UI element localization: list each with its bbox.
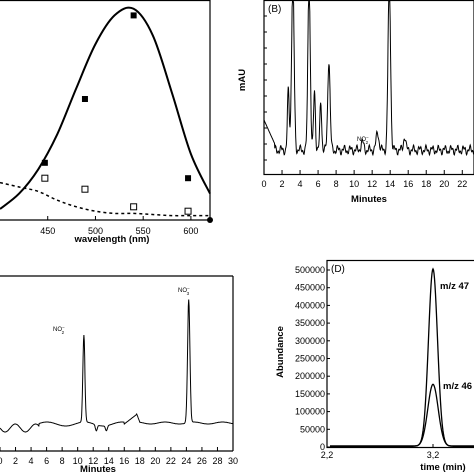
panel-b-xtick-label: 14 (385, 179, 395, 189)
panel-b-xtick-label: 8 (334, 179, 339, 189)
panel-a-ticks: 450 500 550 600 (40, 216, 198, 236)
panel-b-xlabel: Minutes (351, 194, 387, 205)
panel-d-ytick-label: 0 (320, 442, 325, 452)
panel-b-nitrite-label: NO− 2 (357, 135, 369, 145)
panel-d-trace-mz46 (330, 383, 474, 447)
panel-a-xtick-label: 600 (183, 226, 198, 236)
panel-d-series-label-mz46: m/z 46 (443, 381, 472, 392)
panel-d-ytick-label: 400000 (295, 300, 325, 310)
panel-a-xtick-label: 500 (88, 226, 103, 236)
panel-c: 024681012141618202224262830 NO−2 NO−3 Mi… (0, 275, 238, 474)
panel-b-xtick-label: 22 (457, 179, 467, 189)
panel-a-open-marker (81, 185, 89, 193)
panel-c-xtick-label: 30 (228, 456, 238, 466)
panel-d-ytick-label: 200000 (295, 371, 325, 381)
panel-a-open-marker (41, 174, 49, 182)
panel-a-open-marker (184, 207, 192, 215)
panel-c-xtick-label: 2 (13, 456, 18, 466)
panel-d-ticks: 0 50000 100000 150000 200000 250000 300000 3500… (295, 265, 439, 460)
panel-c-trace (0, 299, 233, 433)
panel-c-xtick-label: 16 (119, 456, 129, 466)
panel-c-xtick-label: 12 (88, 456, 98, 466)
panel-b-xtick-label: 6 (316, 179, 321, 189)
panel-d-trace-mz47 (330, 267, 474, 447)
panel-c-nitrite-label: NO− 2 (53, 325, 65, 335)
panel-c-xtick-label: 8 (60, 456, 65, 466)
panel-b-xtick-label: 10 (349, 179, 359, 189)
panel-a-xtick-label: 450 (40, 226, 55, 236)
panel-b-label: (B) (268, 4, 281, 15)
panel-b-xtick-label: 0 (261, 179, 266, 189)
panel-c-xtick-label: 20 (150, 456, 160, 466)
panel-b-xtick-label: 16 (403, 179, 413, 189)
panel-c-xtick-label: 10 (73, 456, 83, 466)
panel-c-xtick-label: 6 (44, 456, 49, 466)
panel-a-filled-marker (185, 175, 192, 182)
panel-b-xtick-label: 2 (280, 179, 285, 189)
panel-d-xtick-label: 3,2 (427, 450, 440, 460)
panel-c-xtick-label: 24 (181, 456, 191, 466)
panel-b-ylabel: mAU (237, 69, 248, 91)
panel-c-nitrate-label: NO− 3 (178, 286, 190, 296)
panel-b-xtick-label: 12 (367, 179, 377, 189)
panel-d-ytick-label: 50000 (300, 424, 325, 434)
panel-d-xtick-label: 2,2 (321, 450, 334, 460)
panel-c-xtick-label: 18 (135, 456, 145, 466)
panel-c-xtick-label: 22 (166, 456, 176, 466)
panel-d-ylabel: Abundance (275, 326, 286, 378)
panel-c-xtick-label: 26 (197, 456, 207, 466)
panel-b-xtick-label: 18 (421, 179, 431, 189)
panel-b-trace (263, 0, 474, 157)
panel-d-ytick-label: 350000 (295, 318, 325, 328)
panel-b-xtick-label: 4 (298, 179, 303, 189)
panel-d-series-label-mz47: m/z 47 (440, 281, 469, 292)
panel-c-xlabel: Minutes (80, 464, 116, 474)
panel-d-label: (D) (331, 264, 345, 275)
panel-d-xlabel: time (min) (420, 462, 465, 473)
panel-d-ytick-label: 150000 (295, 389, 325, 399)
panel-a-filled-marker (81, 96, 88, 102)
panel-c-ticks: 024681012141618202224262830 (0, 447, 238, 466)
panel-c-xtick-label: 28 (212, 456, 222, 466)
panel-d-ytick-label: 300000 (295, 336, 325, 346)
panel-a-markers (41, 12, 192, 215)
panel-a-filled-marker (41, 159, 48, 166)
panel-a-solid-fit-line (0, 6, 211, 210)
panel-a-axis-dot (207, 217, 213, 223)
panel-a-filled-marker (130, 12, 137, 19)
panel-d: 0 50000 100000 150000 200000 250000 300000 3500… (275, 259, 474, 473)
panel-d-ytick-label: 250000 (295, 354, 325, 364)
panel-d-ytick-label: 450000 (295, 283, 325, 293)
panel-d-ytick-label: 500000 (295, 265, 325, 275)
panel-a: 450 500 550 600 wavelength (nm) (0, 0, 213, 245)
panel-d-frame (326, 259, 474, 449)
panel-d-ytick-label: 100000 (295, 407, 325, 417)
panel-b-xtick-label: 20 (439, 179, 449, 189)
panel-c-xtick-label: 0 (0, 456, 3, 466)
panel-b-frame (263, 0, 474, 176)
panel-c-xtick-label: 4 (29, 456, 34, 466)
panel-a-xlabel: wavelength (nm) (74, 234, 150, 245)
panel-b: 0 2 4 6 8 10 12 14 16 18 20 22 (B) mAU Minutes NO− 2 (237, 0, 474, 205)
panel-a-dashed-fit-line (0, 181, 210, 217)
panel-b-ticks: 0 2 4 6 8 10 12 14 16 18 20 22 (261, 15, 467, 189)
panel-c-xtick-label: 14 (104, 456, 114, 466)
panel-a-xtick-label: 550 (136, 226, 151, 236)
panel-a-open-marker (130, 203, 138, 211)
